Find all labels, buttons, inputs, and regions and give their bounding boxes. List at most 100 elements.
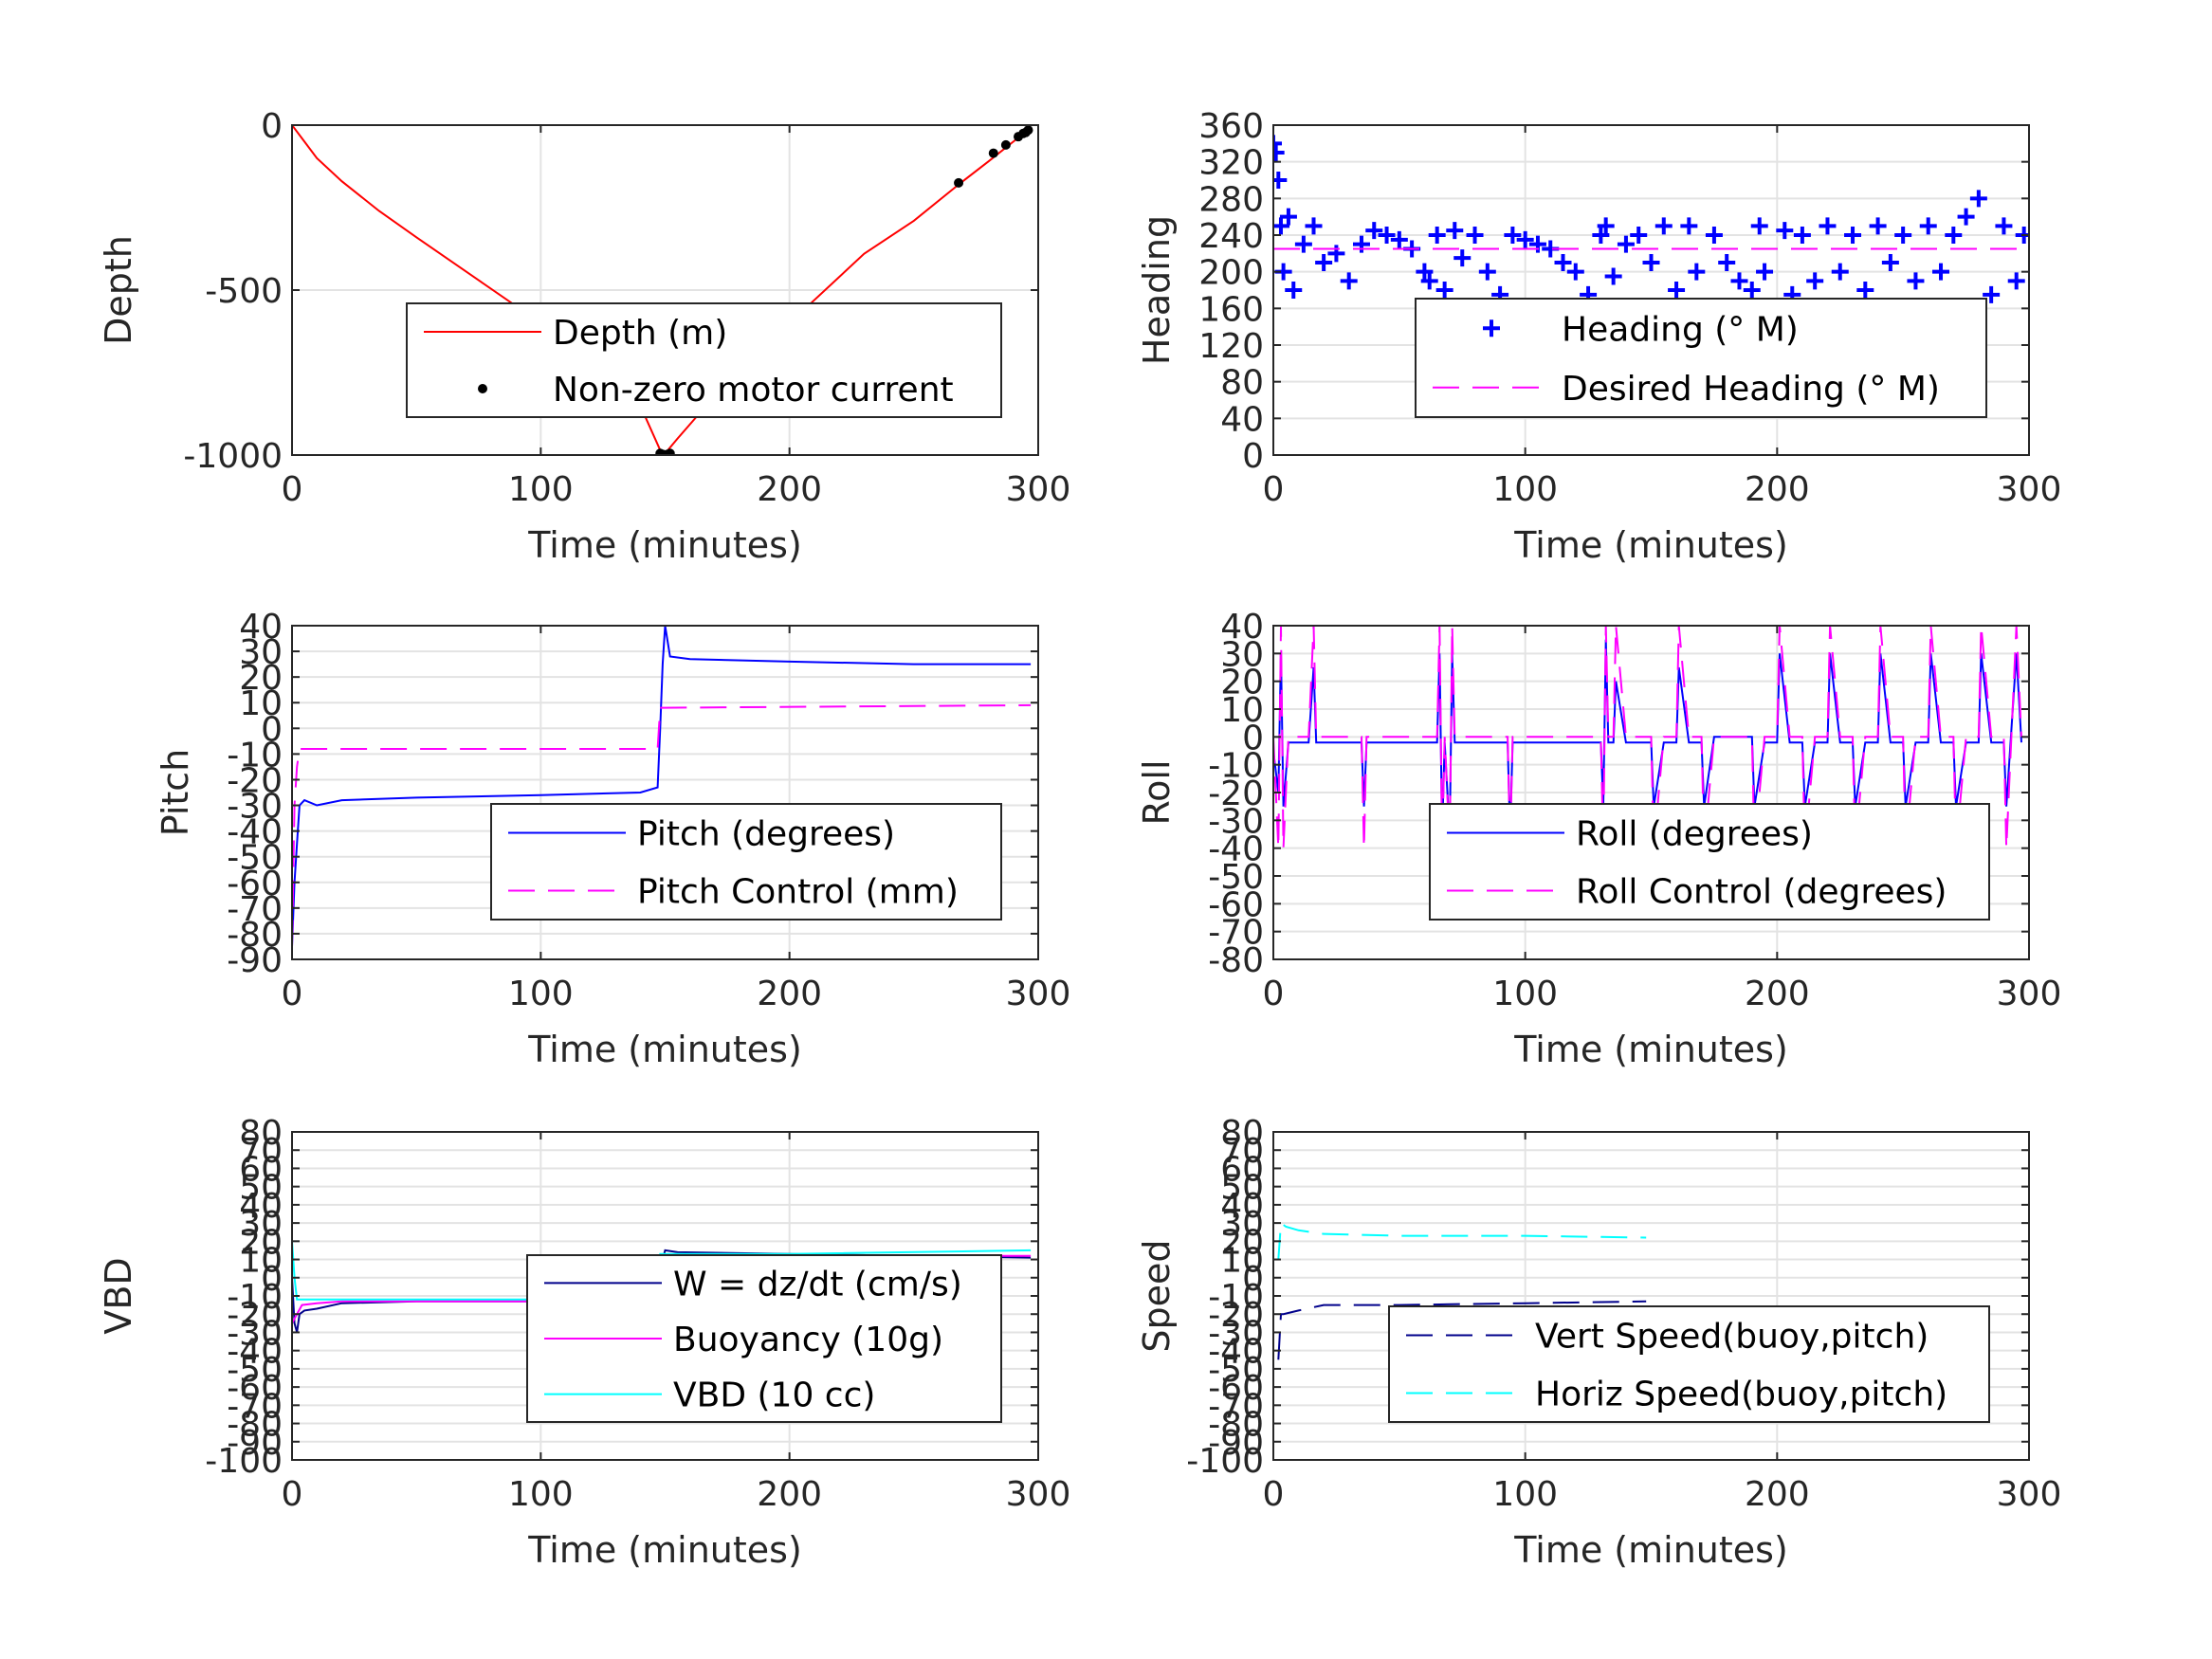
speed-x-axis-label: Time (minutes): [1513, 1529, 1788, 1571]
heading-x-tick-label: 200: [1745, 470, 1810, 509]
roll-y-tick-label: -40: [1208, 830, 1264, 869]
vbd-y-tick-label: -10: [227, 1278, 283, 1317]
vbd-y-tick-label: -60: [227, 1369, 283, 1408]
roll-y-tick-label: -20: [1208, 775, 1264, 813]
speed-y-tick-label: 30: [1220, 1205, 1264, 1244]
heading-y-tick-label: 200: [1198, 254, 1264, 293]
speed-legend-label: Vert Speed(buoy,pitch): [1535, 1318, 1929, 1357]
speed-y-tick-label: -30: [1208, 1314, 1264, 1353]
pitch-y-axis-label: Pitch: [155, 749, 196, 837]
heading-y-tick-label: 320: [1198, 144, 1264, 183]
roll-legend-label: Roll (degrees): [1576, 815, 1813, 854]
roll-legend-label: Roll Control (degrees): [1576, 873, 1947, 912]
pitch-y-tick-label: -60: [227, 865, 283, 903]
heading-series-0-point: [1478, 263, 1496, 281]
heading-series-0-point: [1528, 235, 1546, 253]
heading-series-0-point: [1776, 222, 1794, 240]
vbd-panel: 0 100 200 30080706050403020100-10-20-30-40-…: [98, 1114, 1070, 1571]
heading-y-tick-label: 360: [1198, 107, 1264, 146]
heading-series-0-point: [1340, 272, 1358, 290]
speed-x-tick-label: 200: [1745, 1475, 1810, 1514]
speed-y-tick-label: 0: [1242, 1260, 1264, 1299]
depth-series-1-point: [1000, 139, 1011, 150]
pitch-y-tick-label: -10: [227, 736, 283, 775]
heading-x-tick-label: 100: [1492, 470, 1558, 509]
heading-series-0-point: [1273, 144, 1285, 161]
roll-x-tick-label: 100: [1492, 975, 1558, 1013]
heading-series-0-point: [1654, 217, 1673, 235]
speed-y-tick-label: -60: [1208, 1369, 1264, 1408]
vbd-x-tick-label: 300: [1006, 1475, 1071, 1514]
heading-legend: Heading (° M) Desired Heading (° M): [1415, 298, 1987, 418]
heading-series-0-point: [2007, 272, 2025, 290]
depth-series-1-point: [988, 148, 998, 158]
pitch-y-tick-label: 20: [239, 659, 283, 698]
roll-panel: 0 100 200 300403020100-10-20-30-40-50-60-70…: [1136, 608, 2061, 1070]
vbd-legend-label: Buoyancy (10g): [673, 1321, 943, 1359]
heading-series-0-point: [1428, 227, 1446, 244]
heading-series-0-point: [1294, 235, 1312, 253]
vbd-legend: W = dz/dt (cm/s) Buoyancy (10g) VBD (10 cc…: [526, 1254, 1002, 1423]
heading-series-0-point: [1945, 227, 1963, 244]
depth-series-1-point: [665, 448, 675, 455]
speed-legend-label: Horiz Speed(buoy,pitch): [1535, 1376, 1947, 1414]
heading-legend-swatch: [1483, 319, 1500, 337]
heading-x-tick-label: 0: [1263, 470, 1285, 509]
speed-legend: Vert Speed(buoy,pitch) Horiz Speed(buoy,p…: [1388, 1305, 1990, 1423]
heading-series-0-point: [1592, 227, 1610, 244]
pitch-y-tick-label: -80: [227, 916, 283, 955]
speed-legend-box: [1388, 1305, 1990, 1423]
heading-series-0-point: [1642, 254, 1660, 271]
vbd-y-tick-label: 10: [239, 1242, 283, 1281]
depth-series-1-point: [1023, 125, 1033, 136]
vbd-x-tick-label: 200: [757, 1475, 822, 1514]
heading-series-0-point: [1907, 272, 1925, 290]
speed-y-tick-label: 20: [1220, 1223, 1264, 1262]
pitch-x-axis-label: Time (minutes): [527, 1029, 802, 1070]
depth-legend: Depth (m) Non-zero motor current: [406, 302, 1002, 418]
heading-axes-frame: [1272, 124, 2030, 456]
roll-y-tick-label: 10: [1220, 691, 1264, 730]
heading-series-0-point: [1705, 227, 1723, 244]
roll-y-tick-label: -70: [1208, 914, 1264, 953]
heading-series-0-point: [1688, 263, 1706, 281]
heading-series-0-point: [1315, 254, 1333, 271]
heading-series-0-point: [1435, 282, 1453, 299]
pitch-y-tick-label: -40: [227, 813, 283, 852]
depth-legend-box: [406, 302, 1002, 418]
pitch-y-tick-label: -90: [227, 941, 283, 980]
vbd-y-tick-label: 20: [239, 1223, 283, 1262]
speed-y-tick-label: 80: [1220, 1114, 1264, 1153]
heading-series-0-point: [1378, 227, 1396, 244]
speed-x-tick-label: 0: [1263, 1475, 1285, 1514]
speed-y-tick-label: -40: [1208, 1333, 1264, 1372]
heading-y-tick-label: 280: [1198, 180, 1264, 219]
vbd-y-axis-label: VBD: [98, 1257, 139, 1334]
roll-x-axis-label: Time (minutes): [1513, 1029, 1788, 1070]
heading-y-axis-label: Heading: [1136, 215, 1178, 365]
vbd-y-tick-label: -20: [227, 1296, 283, 1335]
pitch-axes-frame: [291, 625, 1039, 960]
roll-y-tick-label: -80: [1208, 941, 1264, 980]
vbd-y-tick-label: 0: [261, 1260, 283, 1299]
depth-legend-label: Non-zero motor current: [553, 371, 954, 410]
pitch-y-tick-label: 0: [261, 710, 283, 749]
heading-series-0-point: [1566, 263, 1584, 281]
vbd-y-tick-label: 70: [239, 1132, 283, 1171]
vbd-y-tick-label: -40: [227, 1333, 283, 1372]
vbd-y-tick-label: 60: [239, 1150, 283, 1189]
heading-y-tick-label: 160: [1198, 290, 1264, 329]
heading-series-0-point: [1285, 282, 1303, 299]
vbd-y-tick-label: -70: [227, 1387, 283, 1426]
heading-legend-box: [1415, 298, 1987, 418]
speed-y-tick-label: -50: [1208, 1351, 1264, 1390]
heading-series-0-point: [1630, 227, 1648, 244]
speed-y-tick-label: 40: [1220, 1187, 1264, 1226]
depth-y-tick-label: 0: [261, 107, 283, 146]
pitch-y-tick-label: -30: [227, 788, 283, 827]
heading-series-0-point: [1793, 227, 1811, 244]
heading-series-0-point: [1894, 227, 1912, 244]
speed-y-tick-label: 10: [1220, 1242, 1264, 1281]
